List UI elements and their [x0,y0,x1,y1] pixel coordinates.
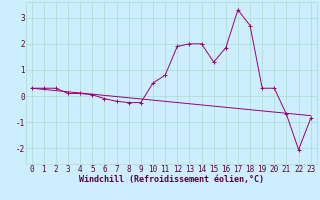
X-axis label: Windchill (Refroidissement éolien,°C): Windchill (Refroidissement éolien,°C) [79,175,264,184]
